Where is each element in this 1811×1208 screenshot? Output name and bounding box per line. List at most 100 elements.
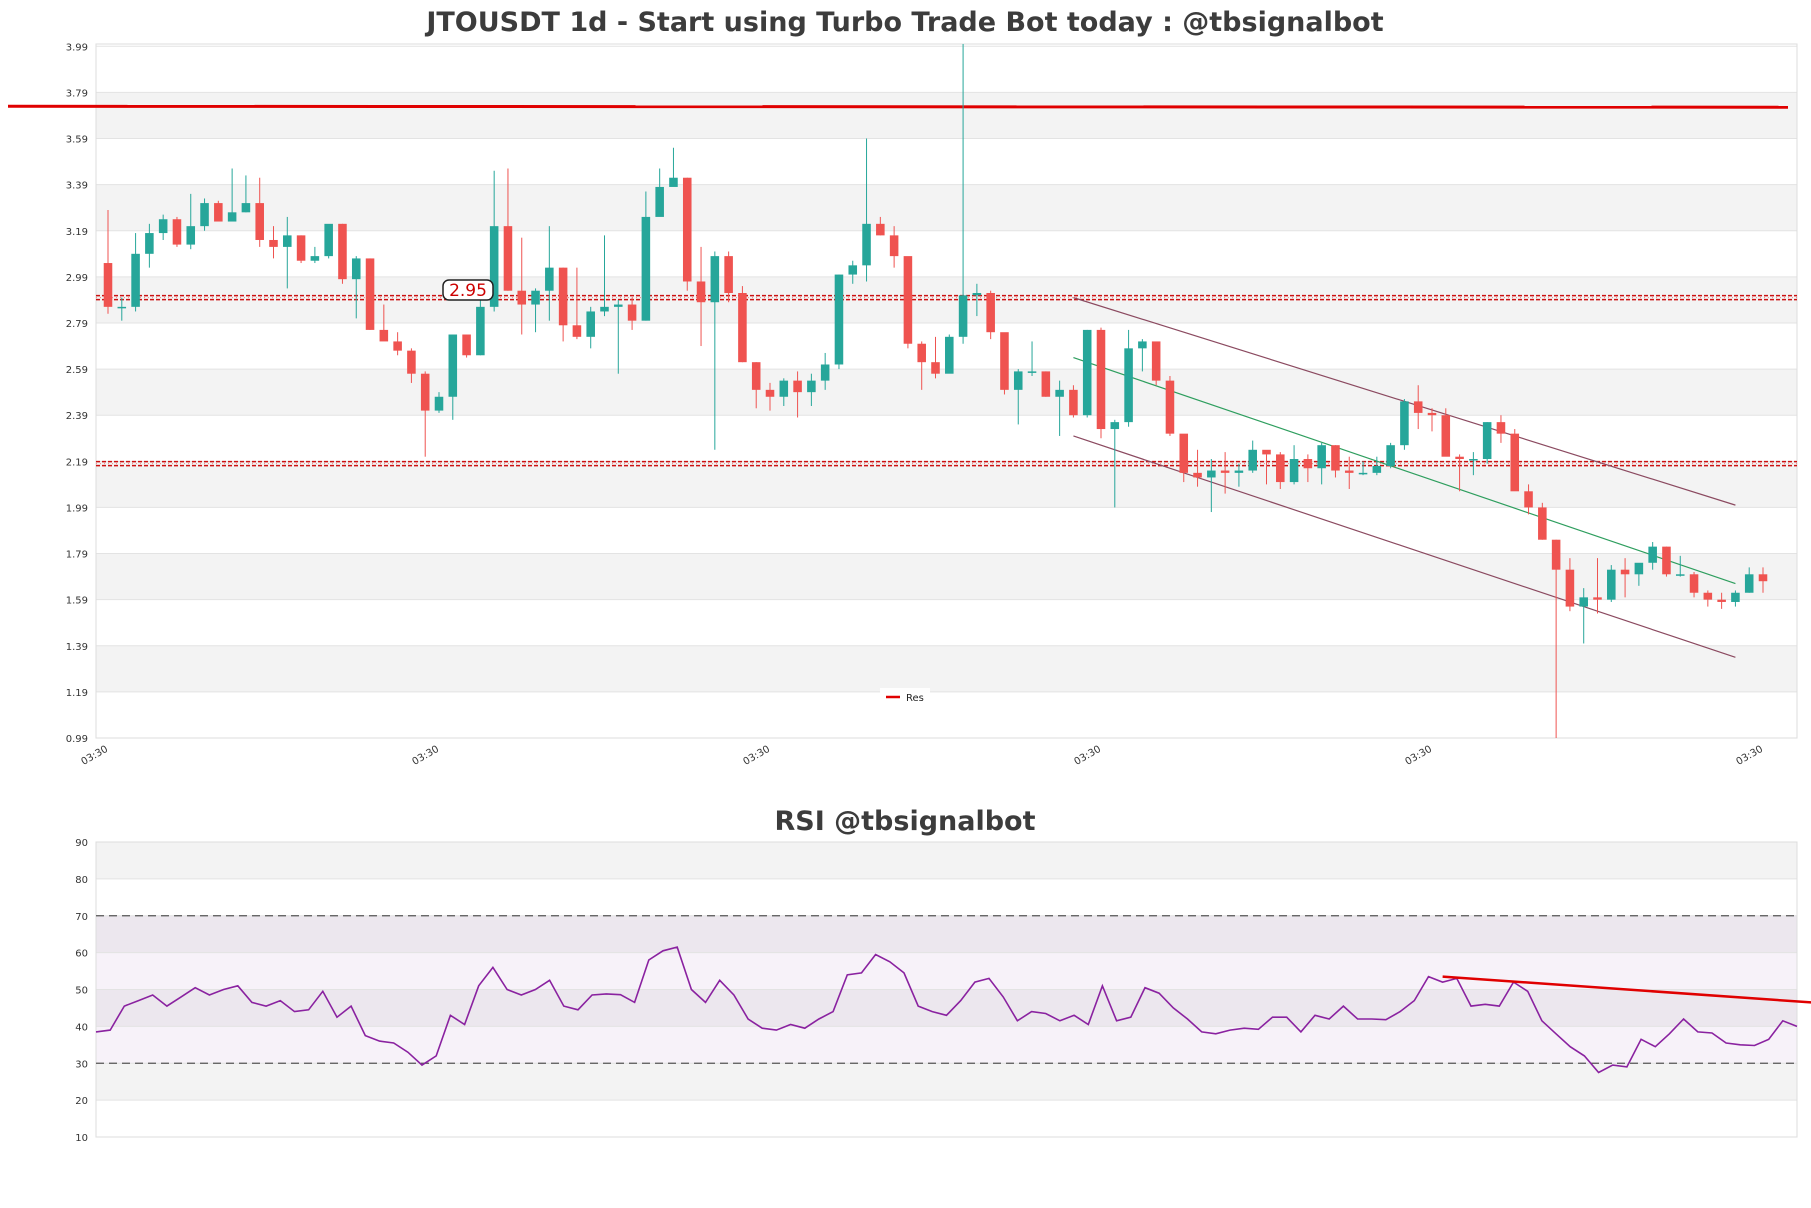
candle-body — [889, 235, 899, 257]
candle-body — [503, 226, 513, 291]
candle-body — [1013, 371, 1023, 390]
rsi-chart-title: RSI @tbsignalbot — [774, 806, 1035, 837]
candle-body — [945, 336, 954, 374]
candle-body — [1000, 332, 1009, 390]
candle-body — [338, 223, 347, 280]
candle-body — [1662, 546, 1671, 575]
candle-body — [117, 306, 127, 309]
candle-body — [931, 362, 940, 374]
candle-body — [103, 263, 113, 307]
price-y-tick-label: 3.39 — [66, 181, 88, 192]
rsi-y-tick-label: 90 — [75, 838, 88, 849]
rsi-y-tick-label: 40 — [75, 1022, 88, 1033]
candle-body — [434, 396, 444, 411]
candle-body — [283, 235, 292, 247]
candle-body — [1248, 449, 1257, 471]
candle-body — [158, 219, 168, 234]
rsi-y-tick-label: 60 — [75, 949, 88, 960]
price-x-tick-label: 03:30 — [742, 744, 772, 768]
candle-body — [1620, 569, 1630, 575]
candle-body — [1524, 491, 1533, 508]
candle-body — [986, 293, 995, 333]
candle-body — [476, 306, 485, 356]
candle-body — [669, 177, 678, 187]
candle-body — [1427, 412, 1437, 416]
rsi-y-tick-label: 80 — [75, 875, 88, 886]
candle-body — [724, 256, 733, 294]
candle-body — [627, 304, 637, 321]
price-y-tick-label: 1.39 — [66, 642, 88, 653]
price-y-tick-label: 3.59 — [66, 135, 88, 146]
price-plot-area — [95, 43, 1798, 739]
price-band — [96, 645, 1797, 692]
candle-body — [200, 203, 209, 227]
candle-body — [751, 362, 761, 390]
price-y-tick-label: 3.99 — [66, 42, 88, 53]
candle-body — [1510, 433, 1520, 492]
candle-body — [310, 256, 320, 261]
candle-body — [1469, 459, 1478, 461]
candle-body — [958, 295, 968, 337]
middle-channel — [1073, 357, 1736, 585]
candle-body — [1138, 341, 1147, 349]
candle-body — [186, 226, 196, 245]
price-band — [96, 369, 1797, 416]
price-x-tick-label: 03:30 — [1073, 744, 1103, 768]
candle-body — [1151, 341, 1161, 381]
candle-body — [820, 364, 830, 381]
price-y-tick-label: 1.79 — [66, 550, 88, 561]
candle-body — [324, 223, 333, 257]
candle-body — [1082, 329, 1092, 416]
candle-body — [696, 281, 706, 303]
price-band — [96, 553, 1797, 600]
candle-body — [241, 203, 251, 213]
candle-body — [1482, 422, 1492, 460]
rsi-y-tick-label: 20 — [75, 1096, 88, 1107]
candle-body — [614, 304, 623, 307]
candle-body — [1276, 454, 1285, 483]
candle-body — [1731, 592, 1740, 602]
level-price-label: 2.95 — [442, 279, 494, 301]
candle-body — [1689, 574, 1699, 593]
candle-body — [834, 274, 844, 365]
candle-body — [1386, 445, 1395, 466]
candle-body — [462, 334, 471, 356]
price-y-tick-label: 3.19 — [66, 227, 88, 238]
candle-body — [489, 226, 499, 307]
candle-body — [365, 258, 375, 330]
candle-body — [1331, 445, 1340, 471]
candle-body — [1344, 470, 1354, 473]
candle-body — [1758, 574, 1768, 582]
price-bands — [96, 45, 1797, 739]
candle-body — [172, 219, 182, 245]
price-x-tick-label: 03:30 — [411, 744, 441, 768]
candle-body — [448, 334, 458, 397]
candle-body — [1717, 599, 1726, 602]
price-y-axis: 0.99 1.19 1.39 1.59 1.79 1.99 2.19 2.39 2.59 2.79… — [66, 42, 88, 745]
candle-body — [1496, 422, 1506, 434]
candle-body — [517, 290, 527, 305]
candle-body — [641, 216, 651, 321]
candle-body — [1593, 597, 1602, 600]
candle-body — [655, 186, 664, 217]
candle-body — [917, 343, 926, 363]
candle-body — [1041, 371, 1051, 397]
candle-body — [1055, 389, 1064, 397]
candle-body — [1179, 433, 1189, 473]
price-y-tick-label: 3.79 — [66, 88, 88, 99]
price-x-tick-label: 03:30 — [1404, 744, 1434, 768]
candle-body — [1441, 415, 1451, 457]
candle-body — [227, 212, 237, 222]
rsi-band — [96, 1063, 1797, 1101]
candle-body — [1675, 574, 1685, 576]
candle-body — [1648, 546, 1657, 563]
candle-body — [296, 235, 306, 261]
price-y-tick-label: 1.59 — [66, 596, 88, 607]
rsi-y-tick-label: 50 — [75, 986, 88, 997]
candle-body — [379, 329, 389, 342]
candle-body — [793, 380, 802, 393]
candle-body — [351, 258, 361, 280]
price-band — [96, 92, 1797, 139]
candle-body — [903, 256, 913, 344]
candle-body — [1110, 422, 1120, 430]
